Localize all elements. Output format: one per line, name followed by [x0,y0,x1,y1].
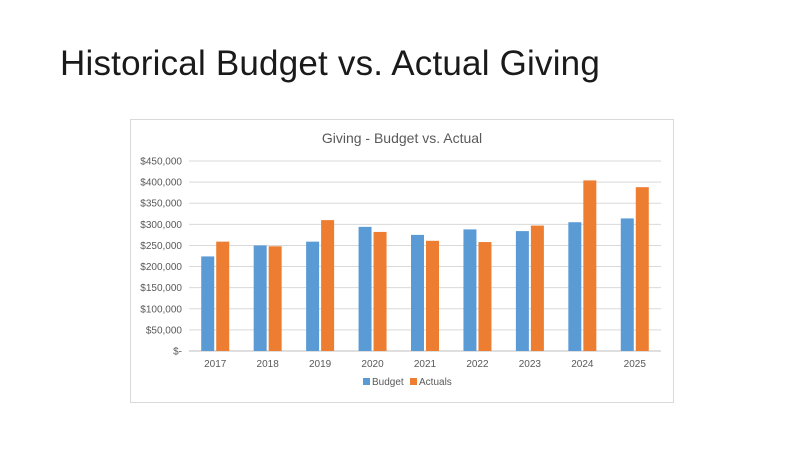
y-axis-ticks: $- $50,000 $100,000 $150,000 $200,000 $250,00… [140,157,182,358]
slide-title: Historical Budget vs. Actual Giving [60,44,601,83]
bar-actuals-2018 [268,246,282,351]
budget-vs-actual-chart: Giving - Budget vs. Actual $- $50,000 $100… [140,130,661,388]
x-tick-label: 2022 [466,359,489,370]
y-tick-label: $100,000 [140,304,182,315]
bar-actuals-2022 [478,242,492,351]
y-tick-label: $50,000 [146,325,183,336]
bar-budget-2021 [411,234,424,351]
bar-budget-2017 [201,256,215,351]
bar-actuals-2020 [373,231,387,351]
bars [201,180,649,351]
legend-label-actuals: Actuals [419,377,452,388]
x-tick-label: 2017 [204,359,227,370]
y-tick-label: $200,000 [140,262,182,273]
legend-swatch-actuals [410,378,417,385]
bar-actuals-2017 [216,241,230,351]
chart-frame: Giving - Budget vs. Actual $- $50,000 $100… [130,119,674,403]
x-tick-label: 2020 [361,359,384,370]
x-axis-ticks: 2017 2018 2019 2020 2021 2022 2023 2024 2025 [204,359,646,370]
legend: Budget Actuals [363,377,452,388]
y-tick-label: $300,000 [140,220,182,231]
y-tick-label: $150,000 [140,283,182,294]
y-tick-label: $- [173,347,182,358]
bar-actuals-2021 [426,240,439,351]
gridlines [189,160,661,352]
bar-budget-2022 [463,229,477,351]
x-tick-label: 2024 [571,359,594,370]
bar-budget-2023 [515,231,529,351]
x-tick-label: 2018 [257,359,280,370]
y-tick-label: $450,000 [140,157,182,168]
bar-actuals-2025 [635,187,649,351]
y-tick-label: $400,000 [140,178,182,189]
x-tick-label: 2023 [519,359,542,370]
chart-title: Giving - Budget vs. Actual [322,130,482,146]
x-tick-label: 2025 [624,359,647,370]
bar-budget-2025 [620,218,634,351]
legend-label-budget: Budget [372,377,404,388]
y-tick-label: $350,000 [140,199,182,210]
legend-swatch-budget [363,378,370,385]
y-tick-label: $250,000 [140,241,182,252]
x-tick-label: 2021 [414,359,437,370]
bar-budget-2019 [306,241,320,351]
x-tick-label: 2019 [309,359,332,370]
bar-actuals-2019 [321,220,335,351]
bar-budget-2018 [253,245,267,351]
bar-budget-2024 [568,222,582,351]
bar-actuals-2024 [583,180,597,351]
bar-actuals-2023 [530,225,544,351]
bar-budget-2020 [358,226,372,351]
